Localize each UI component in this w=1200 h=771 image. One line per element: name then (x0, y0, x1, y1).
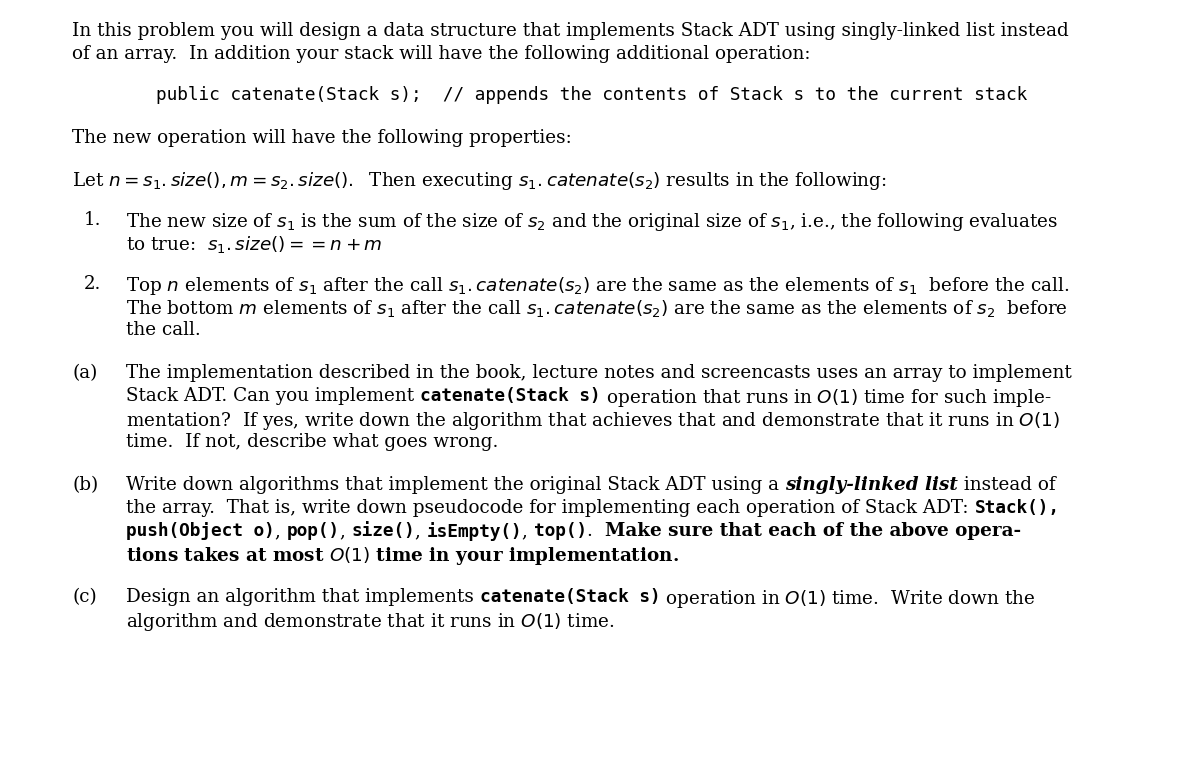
Text: singly-linked list: singly-linked list (785, 476, 958, 494)
Text: mentation?  If yes, write down the algorithm that achieves that and demonstrate : mentation? If yes, write down the algori… (126, 410, 1060, 432)
Text: The new size of $s_1$ is the sum of the size of $s_2$ and the original size of $: The new size of $s_1$ is the sum of the … (126, 211, 1058, 233)
Text: pop(): pop() (287, 522, 340, 540)
Text: ,: , (522, 522, 534, 540)
Text: public catenate(Stack s);  // appends the contents of Stack s to the current sta: public catenate(Stack s); // appends the… (156, 86, 1027, 104)
Text: In this problem you will design a data structure that implements Stack ADT using: In this problem you will design a data s… (72, 22, 1069, 40)
Text: catenate(Stack s): catenate(Stack s) (420, 387, 601, 405)
Text: The new operation will have the following properties:: The new operation will have the followin… (72, 129, 571, 147)
Text: operation that runs in $O(1)$ time for such imple-: operation that runs in $O(1)$ time for s… (601, 387, 1051, 409)
Text: (c): (c) (72, 588, 97, 606)
Text: catenate(Stack s): catenate(Stack s) (480, 588, 660, 606)
Text: instead of: instead of (958, 476, 1055, 494)
Text: algorithm and demonstrate that it runs in $O(1)$ time.: algorithm and demonstrate that it runs i… (126, 611, 614, 633)
Text: ,: , (275, 522, 287, 540)
Text: Write down algorithms that implement the original Stack ADT using a: Write down algorithms that implement the… (126, 476, 785, 494)
Text: time.  If not, describe what goes wrong.: time. If not, describe what goes wrong. (126, 433, 498, 451)
Text: ,: , (415, 522, 427, 540)
Text: isEmpty(): isEmpty() (427, 522, 522, 541)
Text: the call.: the call. (126, 321, 200, 339)
Text: of an array.  In addition your stack will have the following additional operatio: of an array. In addition your stack will… (72, 45, 810, 63)
Text: Design an algorithm that implements: Design an algorithm that implements (126, 588, 480, 606)
Text: Let $n = s_1.size(), m = s_2.size().$  Then executing $s_1.catenate(s_2)$ result: Let $n = s_1.size(), m = s_2.size().$ Th… (72, 170, 887, 192)
Text: Top $n$ elements of $s_1$ after the call $s_1.catenate(s_2)$ are the same as the: Top $n$ elements of $s_1$ after the call… (126, 275, 1069, 297)
Text: tions takes at most $O(1)$ time in your implementation.: tions takes at most $O(1)$ time in your … (126, 545, 679, 567)
Text: top(): top() (534, 522, 587, 540)
Text: operation in $O(1)$ time.  Write down the: operation in $O(1)$ time. Write down the (660, 588, 1036, 610)
Text: push(Object o): push(Object o) (126, 522, 275, 540)
Text: to true:  $s_1.size() == n + m$: to true: $s_1.size() == n + m$ (126, 234, 383, 255)
Text: The bottom $m$ elements of $s_1$ after the call $s_1.catenate(s_2)$ are the same: The bottom $m$ elements of $s_1$ after t… (126, 298, 1068, 319)
Text: Make sure that each of the above opera-: Make sure that each of the above opera- (605, 522, 1021, 540)
Text: Stack ADT. Can you implement: Stack ADT. Can you implement (126, 387, 420, 405)
Text: The implementation described in the book, lecture notes and screencasts uses an : The implementation described in the book… (126, 364, 1072, 382)
Text: .: . (587, 522, 605, 540)
Text: ,: , (340, 522, 352, 540)
Text: (b): (b) (72, 476, 98, 494)
Text: Stack(),: Stack(), (974, 499, 1060, 517)
Text: size(): size() (352, 522, 415, 540)
Text: 2.: 2. (84, 275, 101, 293)
Text: 1.: 1. (84, 211, 102, 229)
Text: the array.  That is, write down pseudocode for implementing each operation of St: the array. That is, write down pseudocod… (126, 499, 974, 517)
Text: (a): (a) (72, 364, 97, 382)
